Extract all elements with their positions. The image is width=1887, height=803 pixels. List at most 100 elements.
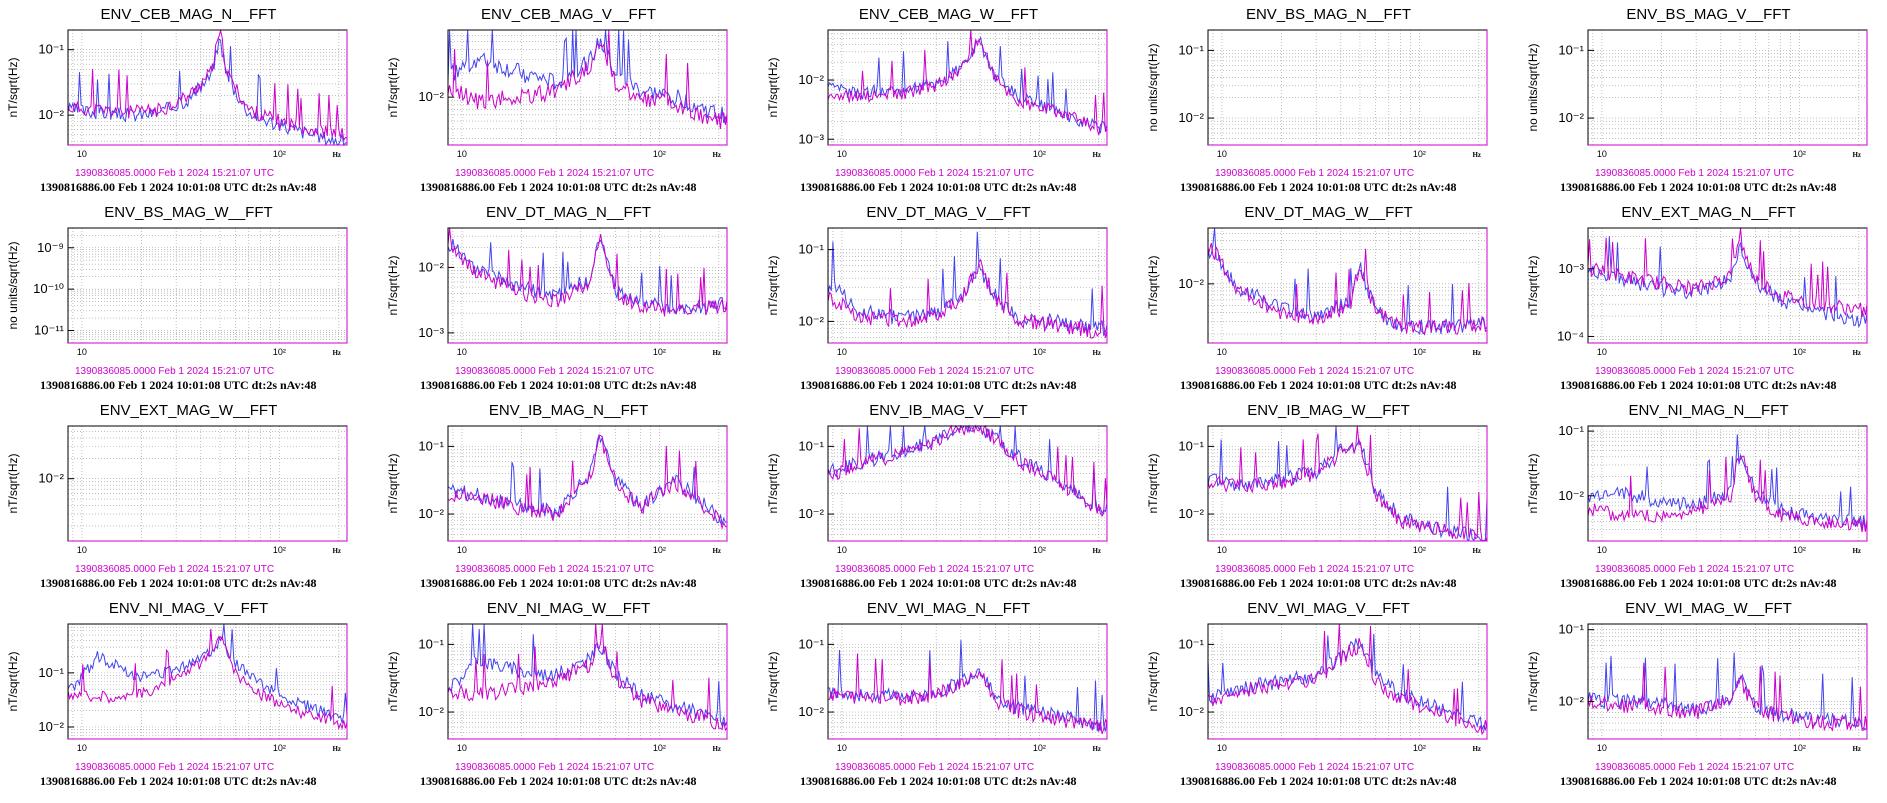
x-unit-label: Hz — [712, 745, 721, 753]
x-tick-label: 10 — [77, 149, 87, 159]
y-tick-label: 10⁻² — [38, 719, 64, 734]
y-tick-label: 10⁻² — [1558, 110, 1584, 125]
x-unit-label: Hz — [1472, 151, 1481, 159]
y-axis-label: nT/sqrt(Hz) — [1526, 453, 1540, 513]
trace-reference — [827, 258, 1108, 339]
trace-current — [447, 623, 728, 728]
reference-timestamp: 1390836085.0000 Feb 1 2024 15:21:07 UTC — [75, 564, 275, 575]
x-tick-label: 10 — [77, 743, 87, 753]
chart-title: ENV_EXT_MAG_N__FFT — [1621, 204, 1796, 221]
trace-current — [447, 29, 728, 124]
x-unit-label: Hz — [1092, 349, 1101, 357]
x-unit-label: Hz — [1092, 151, 1101, 159]
chart-plot: 10⁻² 10⁻¹ 10 10² Hz nT/sqrt(Hz) — [766, 227, 1108, 357]
x-tick-label: 10² — [653, 149, 666, 159]
y-tick-label: 10⁻² — [38, 471, 64, 486]
y-tick-label: 10⁻² — [1178, 506, 1204, 521]
x-tick-label: 10² — [1793, 347, 1806, 357]
x-unit-label: Hz — [1472, 547, 1481, 555]
chart-title: ENV_BS_MAG_N__FFT — [1245, 6, 1412, 23]
plot-frame — [67, 227, 348, 344]
x-tick-label: 10² — [273, 347, 286, 357]
chart-title: ENV_IB_MAG_W__FFT — [1247, 402, 1410, 419]
reference-timestamp: 1390836085.0000 Feb 1 2024 15:21:07 UTC — [455, 168, 655, 179]
current-timestamp: 1390816886.00 Feb 1 2024 10:01:08 UTC dt… — [1560, 774, 1837, 788]
reference-timestamp: 1390836085.0000 Feb 1 2024 15:21:07 UTC — [835, 564, 1035, 575]
current-timestamp: 1390816886.00 Feb 1 2024 10:01:08 UTC dt… — [1180, 774, 1457, 788]
y-tick-label: 10⁻² — [798, 506, 824, 521]
x-tick-label: 10 — [1217, 545, 1227, 555]
reference-timestamp: 1390836085.0000 Feb 1 2024 15:21:07 UTC — [835, 762, 1035, 773]
y-axis-label: nT/sqrt(Hz) — [386, 57, 400, 117]
chart-title: ENV_BS_MAG_W__FFT — [104, 204, 273, 221]
y-tick-label: 10⁻¹ — [798, 438, 824, 453]
y-axis-label: nT/sqrt(Hz) — [1526, 651, 1540, 711]
current-timestamp: 1390816886.00 Feb 1 2024 10:01:08 UTC dt… — [800, 576, 1077, 590]
current-timestamp: 1390816886.00 Feb 1 2024 10:01:08 UTC dt… — [1560, 378, 1837, 392]
y-tick-label: 10⁻¹⁰ — [33, 281, 64, 296]
current-timestamp: 1390816886.00 Feb 1 2024 10:01:08 UTC dt… — [1180, 180, 1457, 194]
plot-frame — [67, 425, 348, 542]
trace-current — [1587, 434, 1868, 529]
chart-plot: 10⁻² 10⁻¹ 10 10² Hz nT/sqrt(Hz) — [1146, 425, 1488, 555]
current-timestamp: 1390816886.00 Feb 1 2024 10:01:08 UTC dt… — [800, 180, 1077, 194]
y-tick-label: 10⁻² — [418, 259, 444, 274]
x-tick-label: 10 — [1597, 743, 1607, 753]
x-tick-label: 10² — [1793, 149, 1806, 159]
chart-panel: ENV_WI_MAG_N__FFT 10⁻² 10⁻¹ 10 10² Hz nT/sqrt(… — [760, 594, 1137, 794]
chart-title: ENV_CEB_MAG_W__FFT — [858, 6, 1039, 23]
reference-timestamp: 1390836085.0000 Feb 1 2024 15:21:07 UTC — [1595, 762, 1795, 773]
current-timestamp: 1390816886.00 Feb 1 2024 10:01:08 UTC dt… — [420, 576, 697, 590]
y-axis-label: nT/sqrt(Hz) — [1146, 651, 1160, 711]
chart-plot: 10⁻² 10 10² Hz nT/sqrt(Hz) — [386, 29, 728, 159]
chart-panel: ENV_WI_MAG_W__FFT 10⁻² 10⁻¹ 10 10² Hz nT/sqrt(… — [1520, 594, 1887, 794]
reference-timestamp: 1390836085.0000 Feb 1 2024 15:21:07 UTC — [75, 168, 275, 179]
y-tick-label: 10⁻² — [798, 313, 824, 328]
trace-reference — [1207, 623, 1488, 736]
trace-current — [1207, 227, 1488, 336]
plot-frame — [827, 29, 1108, 146]
y-axis-label: nT/sqrt(Hz) — [1526, 255, 1540, 315]
y-tick-label: 10⁻¹ — [1178, 42, 1204, 57]
current-timestamp: 1390816886.00 Feb 1 2024 10:01:08 UTC dt… — [40, 378, 317, 392]
reference-timestamp: 1390836085.0000 Feb 1 2024 15:21:07 UTC — [455, 762, 655, 773]
x-unit-label: Hz — [1472, 349, 1481, 357]
current-timestamp: 1390816886.00 Feb 1 2024 10:01:08 UTC dt… — [40, 180, 317, 194]
x-unit-label: Hz — [1852, 547, 1861, 555]
trace-reference — [1207, 242, 1488, 336]
trace-current — [1587, 652, 1868, 731]
reference-timestamp: 1390836085.0000 Feb 1 2024 15:21:07 UTC — [1595, 564, 1795, 575]
chart-plot: 10⁻² 10⁻¹ 10 10² Hz nT/sqrt(Hz) — [6, 623, 348, 753]
y-tick-label: 10⁻¹ — [1558, 423, 1584, 438]
chart-title: ENV_IB_MAG_N__FFT — [488, 402, 649, 419]
x-tick-label: 10² — [1413, 347, 1426, 357]
current-timestamp: 1390816886.00 Feb 1 2024 10:01:08 UTC dt… — [1180, 378, 1457, 392]
x-unit-label: Hz — [712, 547, 721, 555]
y-tick-label: 10⁻¹ — [38, 42, 64, 57]
chart-plot: 10⁻³ 10⁻² 10 10² Hz nT/sqrt(Hz) — [386, 227, 728, 357]
chart-plot: 10⁻² 10⁻¹ 10 10² Hz nT/sqrt(Hz) — [386, 425, 728, 555]
chart-plot: 10⁻² 10⁻¹ 10 10² Hz nT/sqrt(Hz) — [766, 424, 1108, 555]
x-unit-label: Hz — [1092, 745, 1101, 753]
x-tick-label: 10 — [1217, 347, 1227, 357]
trace-reference — [827, 29, 1108, 136]
y-tick-label: 10⁻¹ — [1178, 438, 1204, 453]
chart-title: ENV_CEB_MAG_N__FFT — [100, 6, 277, 23]
y-tick-label: 10⁻² — [1558, 693, 1584, 708]
plot-frame — [827, 425, 1108, 542]
trace-current — [827, 640, 1108, 732]
reference-timestamp: 1390836085.0000 Feb 1 2024 15:21:07 UTC — [1215, 762, 1415, 773]
plot-frame — [1587, 227, 1868, 344]
current-timestamp: 1390816886.00 Feb 1 2024 10:01:08 UTC dt… — [1180, 576, 1457, 590]
y-axis-label: nT/sqrt(Hz) — [766, 651, 780, 711]
y-axis-label: nT/sqrt(Hz) — [1146, 255, 1160, 315]
chart-title: ENV_DT_MAG_V__FFT — [866, 204, 1031, 221]
y-tick-label: 10⁻² — [798, 72, 824, 87]
y-tick-label: 10⁻² — [38, 107, 64, 122]
chart-panel: ENV_BS_MAG_N__FFT 10⁻² 10⁻¹ 10 10² Hz no units… — [1140, 0, 1517, 200]
plot-frame — [1587, 29, 1868, 146]
x-tick-label: 10² — [1033, 347, 1046, 357]
x-tick-label: 10² — [1033, 743, 1046, 753]
current-timestamp: 1390816886.00 Feb 1 2024 10:01:08 UTC dt… — [800, 774, 1077, 788]
